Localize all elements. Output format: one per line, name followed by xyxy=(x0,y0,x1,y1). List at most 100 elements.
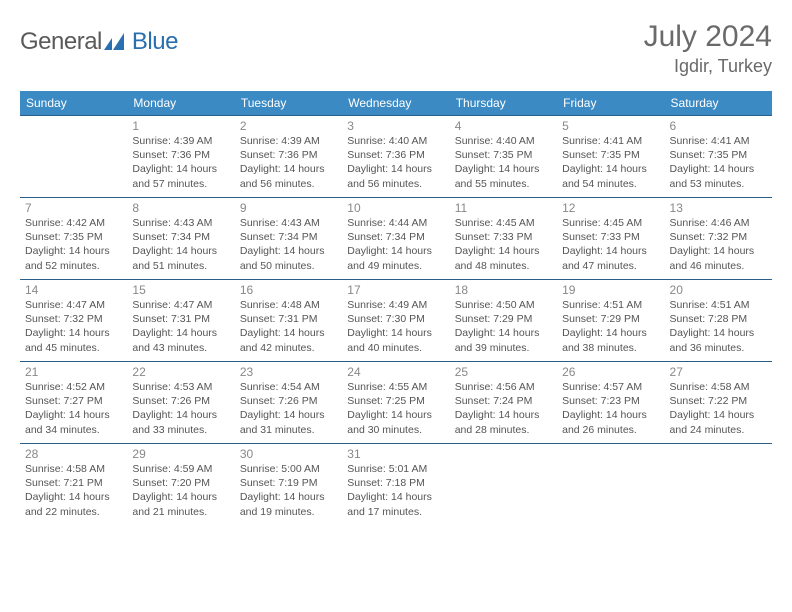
day-number: 28 xyxy=(25,447,122,461)
calendar-row: 28Sunrise: 4:58 AMSunset: 7:21 PMDayligh… xyxy=(20,444,772,526)
sunrise-text: Sunrise: 4:51 AM xyxy=(670,298,767,312)
sunrise-text: Sunrise: 5:01 AM xyxy=(347,462,444,476)
calendar-cell: 7Sunrise: 4:42 AMSunset: 7:35 PMDaylight… xyxy=(20,198,127,280)
sunset-text: Sunset: 7:34 PM xyxy=(240,230,337,244)
title-block: July 2024 Igdir, Turkey xyxy=(644,20,772,77)
weekday-header-row: SundayMondayTuesdayWednesdayThursdayFrid… xyxy=(20,91,772,116)
daylight-text: Daylight: 14 hours and 39 minutes. xyxy=(455,326,552,354)
calendar-cell: 5Sunrise: 4:41 AMSunset: 7:35 PMDaylight… xyxy=(557,116,664,198)
daylight-text: Daylight: 14 hours and 34 minutes. xyxy=(25,408,122,436)
calendar-cell: 10Sunrise: 4:44 AMSunset: 7:34 PMDayligh… xyxy=(342,198,449,280)
day-number: 7 xyxy=(25,201,122,215)
day-number: 13 xyxy=(670,201,767,215)
day-number: 4 xyxy=(455,119,552,133)
page: General Blue July 2024 Igdir, Turkey Sun… xyxy=(0,0,792,526)
sunrise-text: Sunrise: 4:39 AM xyxy=(132,134,229,148)
day-number: 29 xyxy=(132,447,229,461)
calendar-cell: 27Sunrise: 4:58 AMSunset: 7:22 PMDayligh… xyxy=(665,362,772,444)
daylight-text: Daylight: 14 hours and 26 minutes. xyxy=(562,408,659,436)
calendar-cell: 2Sunrise: 4:39 AMSunset: 7:36 PMDaylight… xyxy=(235,116,342,198)
daylight-text: Daylight: 14 hours and 56 minutes. xyxy=(347,162,444,190)
sunrise-text: Sunrise: 4:45 AM xyxy=(455,216,552,230)
sunset-text: Sunset: 7:29 PM xyxy=(455,312,552,326)
weekday-header: Friday xyxy=(557,91,664,116)
sunrise-text: Sunrise: 4:53 AM xyxy=(132,380,229,394)
daylight-text: Daylight: 14 hours and 48 minutes. xyxy=(455,244,552,272)
sunset-text: Sunset: 7:34 PM xyxy=(347,230,444,244)
calendar-cell: 6Sunrise: 4:41 AMSunset: 7:35 PMDaylight… xyxy=(665,116,772,198)
sunset-text: Sunset: 7:33 PM xyxy=(562,230,659,244)
day-number: 26 xyxy=(562,365,659,379)
sunset-text: Sunset: 7:32 PM xyxy=(670,230,767,244)
daylight-text: Daylight: 14 hours and 21 minutes. xyxy=(132,490,229,518)
day-number: 22 xyxy=(132,365,229,379)
daylight-text: Daylight: 14 hours and 31 minutes. xyxy=(240,408,337,436)
sunset-text: Sunset: 7:33 PM xyxy=(455,230,552,244)
calendar-cell: 13Sunrise: 4:46 AMSunset: 7:32 PMDayligh… xyxy=(665,198,772,280)
day-number: 19 xyxy=(562,283,659,297)
sunrise-text: Sunrise: 4:43 AM xyxy=(132,216,229,230)
daylight-text: Daylight: 14 hours and 52 minutes. xyxy=(25,244,122,272)
day-number: 23 xyxy=(240,365,337,379)
day-number: 25 xyxy=(455,365,552,379)
day-number: 16 xyxy=(240,283,337,297)
daylight-text: Daylight: 14 hours and 36 minutes. xyxy=(670,326,767,354)
sunrise-text: Sunrise: 4:47 AM xyxy=(25,298,122,312)
sunset-text: Sunset: 7:26 PM xyxy=(132,394,229,408)
calendar-cell: 21Sunrise: 4:52 AMSunset: 7:27 PMDayligh… xyxy=(20,362,127,444)
day-number: 2 xyxy=(240,119,337,133)
calendar-cell: 9Sunrise: 4:43 AMSunset: 7:34 PMDaylight… xyxy=(235,198,342,280)
daylight-text: Daylight: 14 hours and 56 minutes. xyxy=(240,162,337,190)
sunset-text: Sunset: 7:18 PM xyxy=(347,476,444,490)
day-number: 24 xyxy=(347,365,444,379)
sunrise-text: Sunrise: 4:58 AM xyxy=(670,380,767,394)
sunset-text: Sunset: 7:19 PM xyxy=(240,476,337,490)
day-number: 30 xyxy=(240,447,337,461)
daylight-text: Daylight: 14 hours and 33 minutes. xyxy=(132,408,229,436)
sunset-text: Sunset: 7:29 PM xyxy=(562,312,659,326)
daylight-text: Daylight: 14 hours and 47 minutes. xyxy=(562,244,659,272)
calendar-cell: 14Sunrise: 4:47 AMSunset: 7:32 PMDayligh… xyxy=(20,280,127,362)
day-number: 5 xyxy=(562,119,659,133)
day-number: 20 xyxy=(670,283,767,297)
daylight-text: Daylight: 14 hours and 46 minutes. xyxy=(670,244,767,272)
sunrise-text: Sunrise: 4:40 AM xyxy=(347,134,444,148)
daylight-text: Daylight: 14 hours and 42 minutes. xyxy=(240,326,337,354)
daylight-text: Daylight: 14 hours and 45 minutes. xyxy=(25,326,122,354)
day-number: 3 xyxy=(347,119,444,133)
sunrise-text: Sunrise: 4:47 AM xyxy=(132,298,229,312)
chart-icon xyxy=(104,30,130,55)
day-number: 15 xyxy=(132,283,229,297)
day-number: 1 xyxy=(132,119,229,133)
calendar-cell: 20Sunrise: 4:51 AMSunset: 7:28 PMDayligh… xyxy=(665,280,772,362)
sunset-text: Sunset: 7:31 PM xyxy=(132,312,229,326)
sunset-text: Sunset: 7:36 PM xyxy=(240,148,337,162)
sunset-text: Sunset: 7:26 PM xyxy=(240,394,337,408)
day-number: 21 xyxy=(25,365,122,379)
calendar-cell: 25Sunrise: 4:56 AMSunset: 7:24 PMDayligh… xyxy=(450,362,557,444)
daylight-text: Daylight: 14 hours and 54 minutes. xyxy=(562,162,659,190)
weekday-header: Saturday xyxy=(665,91,772,116)
day-number: 17 xyxy=(347,283,444,297)
sunset-text: Sunset: 7:27 PM xyxy=(25,394,122,408)
calendar-cell: 30Sunrise: 5:00 AMSunset: 7:19 PMDayligh… xyxy=(235,444,342,526)
calendar-cell: 19Sunrise: 4:51 AMSunset: 7:29 PMDayligh… xyxy=(557,280,664,362)
calendar-cell: 29Sunrise: 4:59 AMSunset: 7:20 PMDayligh… xyxy=(127,444,234,526)
daylight-text: Daylight: 14 hours and 24 minutes. xyxy=(670,408,767,436)
sunset-text: Sunset: 7:36 PM xyxy=(347,148,444,162)
sunrise-text: Sunrise: 5:00 AM xyxy=(240,462,337,476)
calendar-cell: 8Sunrise: 4:43 AMSunset: 7:34 PMDaylight… xyxy=(127,198,234,280)
sunset-text: Sunset: 7:35 PM xyxy=(25,230,122,244)
sunrise-text: Sunrise: 4:52 AM xyxy=(25,380,122,394)
sunrise-text: Sunrise: 4:41 AM xyxy=(562,134,659,148)
sunset-text: Sunset: 7:30 PM xyxy=(347,312,444,326)
sunset-text: Sunset: 7:24 PM xyxy=(455,394,552,408)
weekday-header: Sunday xyxy=(20,91,127,116)
calendar-cell: 15Sunrise: 4:47 AMSunset: 7:31 PMDayligh… xyxy=(127,280,234,362)
day-number: 11 xyxy=(455,201,552,215)
daylight-text: Daylight: 14 hours and 22 minutes. xyxy=(25,490,122,518)
day-number: 8 xyxy=(132,201,229,215)
sunrise-text: Sunrise: 4:42 AM xyxy=(25,216,122,230)
sunrise-text: Sunrise: 4:46 AM xyxy=(670,216,767,230)
calendar-body: 1Sunrise: 4:39 AMSunset: 7:36 PMDaylight… xyxy=(20,116,772,526)
